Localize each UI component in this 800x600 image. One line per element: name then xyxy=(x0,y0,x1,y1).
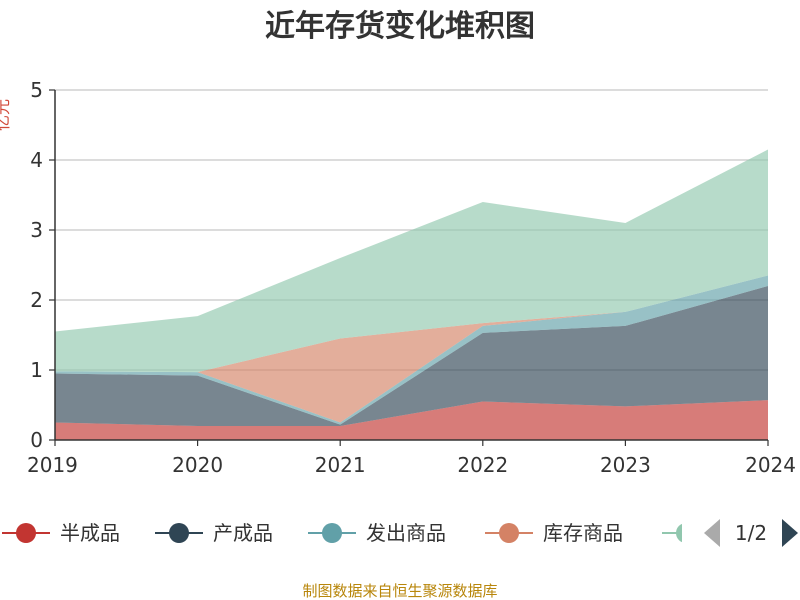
area-series-2 xyxy=(55,275,768,425)
legend-label: 库存商品 xyxy=(543,521,623,545)
legend-marker xyxy=(322,523,342,543)
x-tick-label: 2024 xyxy=(745,453,796,477)
legend-item-2[interactable]: 发出商品 xyxy=(308,521,446,545)
x-tick-label: 2021 xyxy=(315,453,366,477)
x-tick-label: 2022 xyxy=(457,453,508,477)
x-tick-label: 2020 xyxy=(172,453,223,477)
area-series xyxy=(55,149,768,440)
area-series-3 xyxy=(55,275,768,423)
legend-item-1[interactable]: 产成品 xyxy=(155,521,273,545)
x-tick-label: 2019 xyxy=(27,453,78,477)
axes: 0 1 2 3 4 5 2019 2020 2021 2022 2023 2024 xyxy=(27,78,796,477)
legend-label: 半成品 xyxy=(60,521,120,545)
y-tick-label: 1 xyxy=(30,358,43,382)
legend-label: 发出商品 xyxy=(366,521,446,545)
legend-marker xyxy=(499,523,519,543)
y-tick-label: 4 xyxy=(30,148,43,172)
legend-item-0[interactable]: 半成品 xyxy=(2,521,120,545)
legend-page-indicator: 1/2 xyxy=(735,521,767,545)
y-tick-label: 5 xyxy=(30,78,43,102)
area-series-4 xyxy=(55,149,768,373)
area-series-1 xyxy=(55,286,768,426)
legend-label: 产成品 xyxy=(213,521,273,545)
legend[interactable]: 半成品 产成品 发出商品 库存商品 1/2 xyxy=(2,519,798,547)
area-series-0 xyxy=(55,400,768,440)
legend-marker xyxy=(169,523,189,543)
legend-next-page-icon[interactable] xyxy=(782,519,798,547)
legend-item-3[interactable]: 库存商品 xyxy=(485,521,623,545)
chart-title: 近年存货变化堆积图 xyxy=(265,9,535,44)
legend-marker xyxy=(676,523,682,543)
legend-item-4[interactable] xyxy=(662,523,710,543)
y-tick-label: 3 xyxy=(30,218,43,242)
x-tick-label: 2023 xyxy=(600,453,651,477)
legend-marker xyxy=(16,523,36,543)
y-tick-label: 0 xyxy=(30,428,43,452)
y-tick-label: 2 xyxy=(30,288,43,312)
y-axis-label: 亿元 xyxy=(0,99,12,131)
legend-prev-page-icon[interactable] xyxy=(704,519,720,547)
data-source-note: 制图数据来自恒生聚源数据库 xyxy=(302,582,497,600)
